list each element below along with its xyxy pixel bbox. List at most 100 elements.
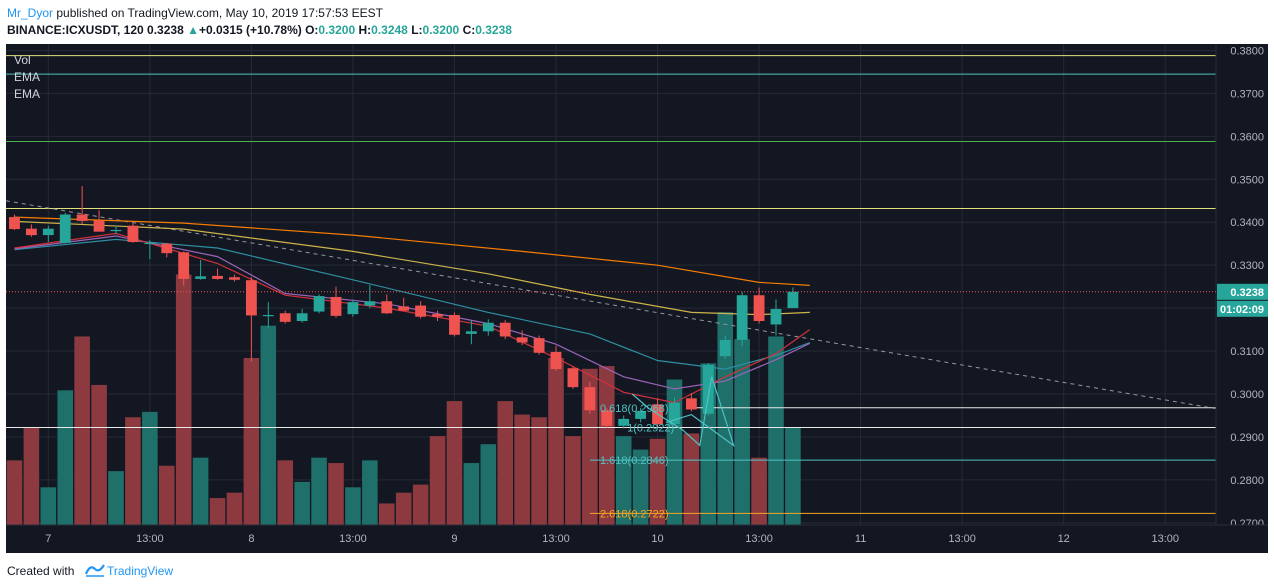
candle-body: [398, 306, 410, 311]
candle-body: [719, 339, 731, 357]
candle-body: [279, 313, 291, 322]
candle-body: [669, 402, 680, 425]
price-tick-label: 0.3100: [1230, 346, 1264, 358]
price-tick-label: 0.2900: [1230, 432, 1264, 444]
time-tick-label: 13:00: [136, 533, 164, 545]
volume-bar: [362, 460, 378, 525]
volume-bars: [6, 274, 801, 525]
author-link[interactable]: Mr_Dyor: [7, 6, 54, 20]
volume-bar: [785, 428, 801, 525]
time-axis[interactable]: 7 13:00 8 13:00 9 13:00 10 13:00 11 13:00 12 13:00: [6, 524, 1268, 553]
time-tick-label: 7: [45, 533, 51, 545]
candle: [432, 310, 443, 322]
low-label: L:: [411, 23, 423, 37]
publish-line: Mr_Dyor published on TradingView.com, Ma…: [7, 6, 383, 20]
time-tick-label: 12: [1058, 533, 1070, 545]
time-tick-label: 8: [248, 533, 254, 545]
volume-bar: [412, 484, 429, 525]
candle: [787, 287, 799, 309]
volume-bar: [683, 433, 700, 525]
candle-body: [93, 220, 105, 232]
zigzag-pattern: [631, 376, 735, 448]
tradingview-brand[interactable]: TradingView: [107, 564, 174, 578]
candle-body: [178, 252, 190, 279]
candle-body: [584, 387, 596, 411]
volume-bar: [294, 481, 310, 525]
time-axis-background: [6, 525, 1268, 553]
last-price-label: 0.3238: [1230, 287, 1264, 299]
candle: [313, 294, 325, 314]
volume-bar: [125, 417, 141, 525]
publish-info: published on TradingView.com, May 10, 20…: [56, 6, 384, 20]
volume-bar: [598, 366, 615, 525]
countdown-label: 01:02:09: [1220, 304, 1264, 316]
ema-line: [14, 216, 810, 286]
volume-bar: [565, 436, 581, 525]
candle-body: [601, 410, 613, 426]
candle: [533, 335, 545, 355]
symbol-label: BINANCE:ICXUSDT, 120: [7, 23, 144, 37]
change-up-icon: ▲: [187, 23, 199, 37]
candle: [499, 320, 511, 340]
candle: [516, 330, 528, 346]
candle: [719, 335, 731, 359]
last-price-box: [1217, 283, 1268, 300]
candle: [161, 242, 173, 258]
time-tick-label: 13:00: [948, 533, 976, 545]
low-value: 0.3200: [422, 23, 460, 37]
candle-body: [736, 295, 748, 340]
volume-bar: [175, 274, 192, 525]
candle: [685, 393, 697, 412]
candle: [736, 291, 748, 346]
volume-bar: [40, 487, 57, 525]
candle: [144, 240, 156, 260]
candle: [584, 381, 596, 414]
time-tick-label: 9: [451, 533, 457, 545]
price-change: +0.0315 (+10.78%): [198, 23, 302, 37]
candle-body: [770, 308, 782, 325]
fib-label: 1.618(0.2846): [600, 455, 669, 467]
volume-bar: [226, 492, 243, 525]
volume-bar: [23, 428, 40, 525]
candle-body: [465, 331, 477, 334]
candle: [770, 299, 782, 336]
candle-body: [42, 228, 54, 236]
volume-bar: [158, 465, 175, 525]
candle-body: [25, 228, 37, 236]
volume-bar: [74, 336, 90, 525]
candle-body: [415, 305, 427, 317]
candle-body: [482, 322, 494, 332]
candle-body: [330, 296, 342, 316]
candle: [59, 212, 71, 244]
candle-body: [313, 296, 325, 312]
price-tick-label: 0.3400: [1230, 217, 1264, 229]
ema-lines: [14, 216, 811, 404]
candle: [550, 345, 562, 371]
fib-labels: 0.618(0.2968) 1(0.2922) 1.618(0.2846) 2.618…: [600, 403, 674, 521]
candle: [702, 363, 714, 416]
candle: [212, 268, 223, 280]
candle: [381, 294, 393, 315]
volume-bar: [632, 449, 649, 525]
candle: [110, 225, 122, 235]
legend-ema-2: EMA: [14, 87, 40, 101]
chart-area[interactable]: 0.618(0.2968) 1(0.2922) 1.618(0.2846) 2.618…: [5, 44, 1268, 553]
candle: [415, 301, 427, 319]
volume-bar: [91, 384, 107, 525]
candle: [25, 224, 37, 237]
volume-bar: [768, 336, 784, 525]
candle-body: [618, 418, 630, 426]
candle-body: [212, 275, 223, 279]
candle: [296, 308, 308, 323]
candle-body: [245, 280, 257, 316]
volume-bar: [751, 457, 767, 525]
candle-body: [296, 313, 308, 322]
current-price: 0.3238: [147, 23, 184, 37]
price-tick-label: 0.3800: [1230, 45, 1264, 57]
close-value: 0.3238: [475, 23, 512, 37]
price-chart[interactable]: 0.618(0.2968) 1(0.2922) 1.618(0.2846) 2.618…: [5, 44, 1268, 553]
candle-body: [347, 302, 359, 315]
candle-body: [127, 225, 139, 242]
candle-body: [499, 322, 511, 337]
footer: Created with TradingView: [0, 556, 1274, 588]
